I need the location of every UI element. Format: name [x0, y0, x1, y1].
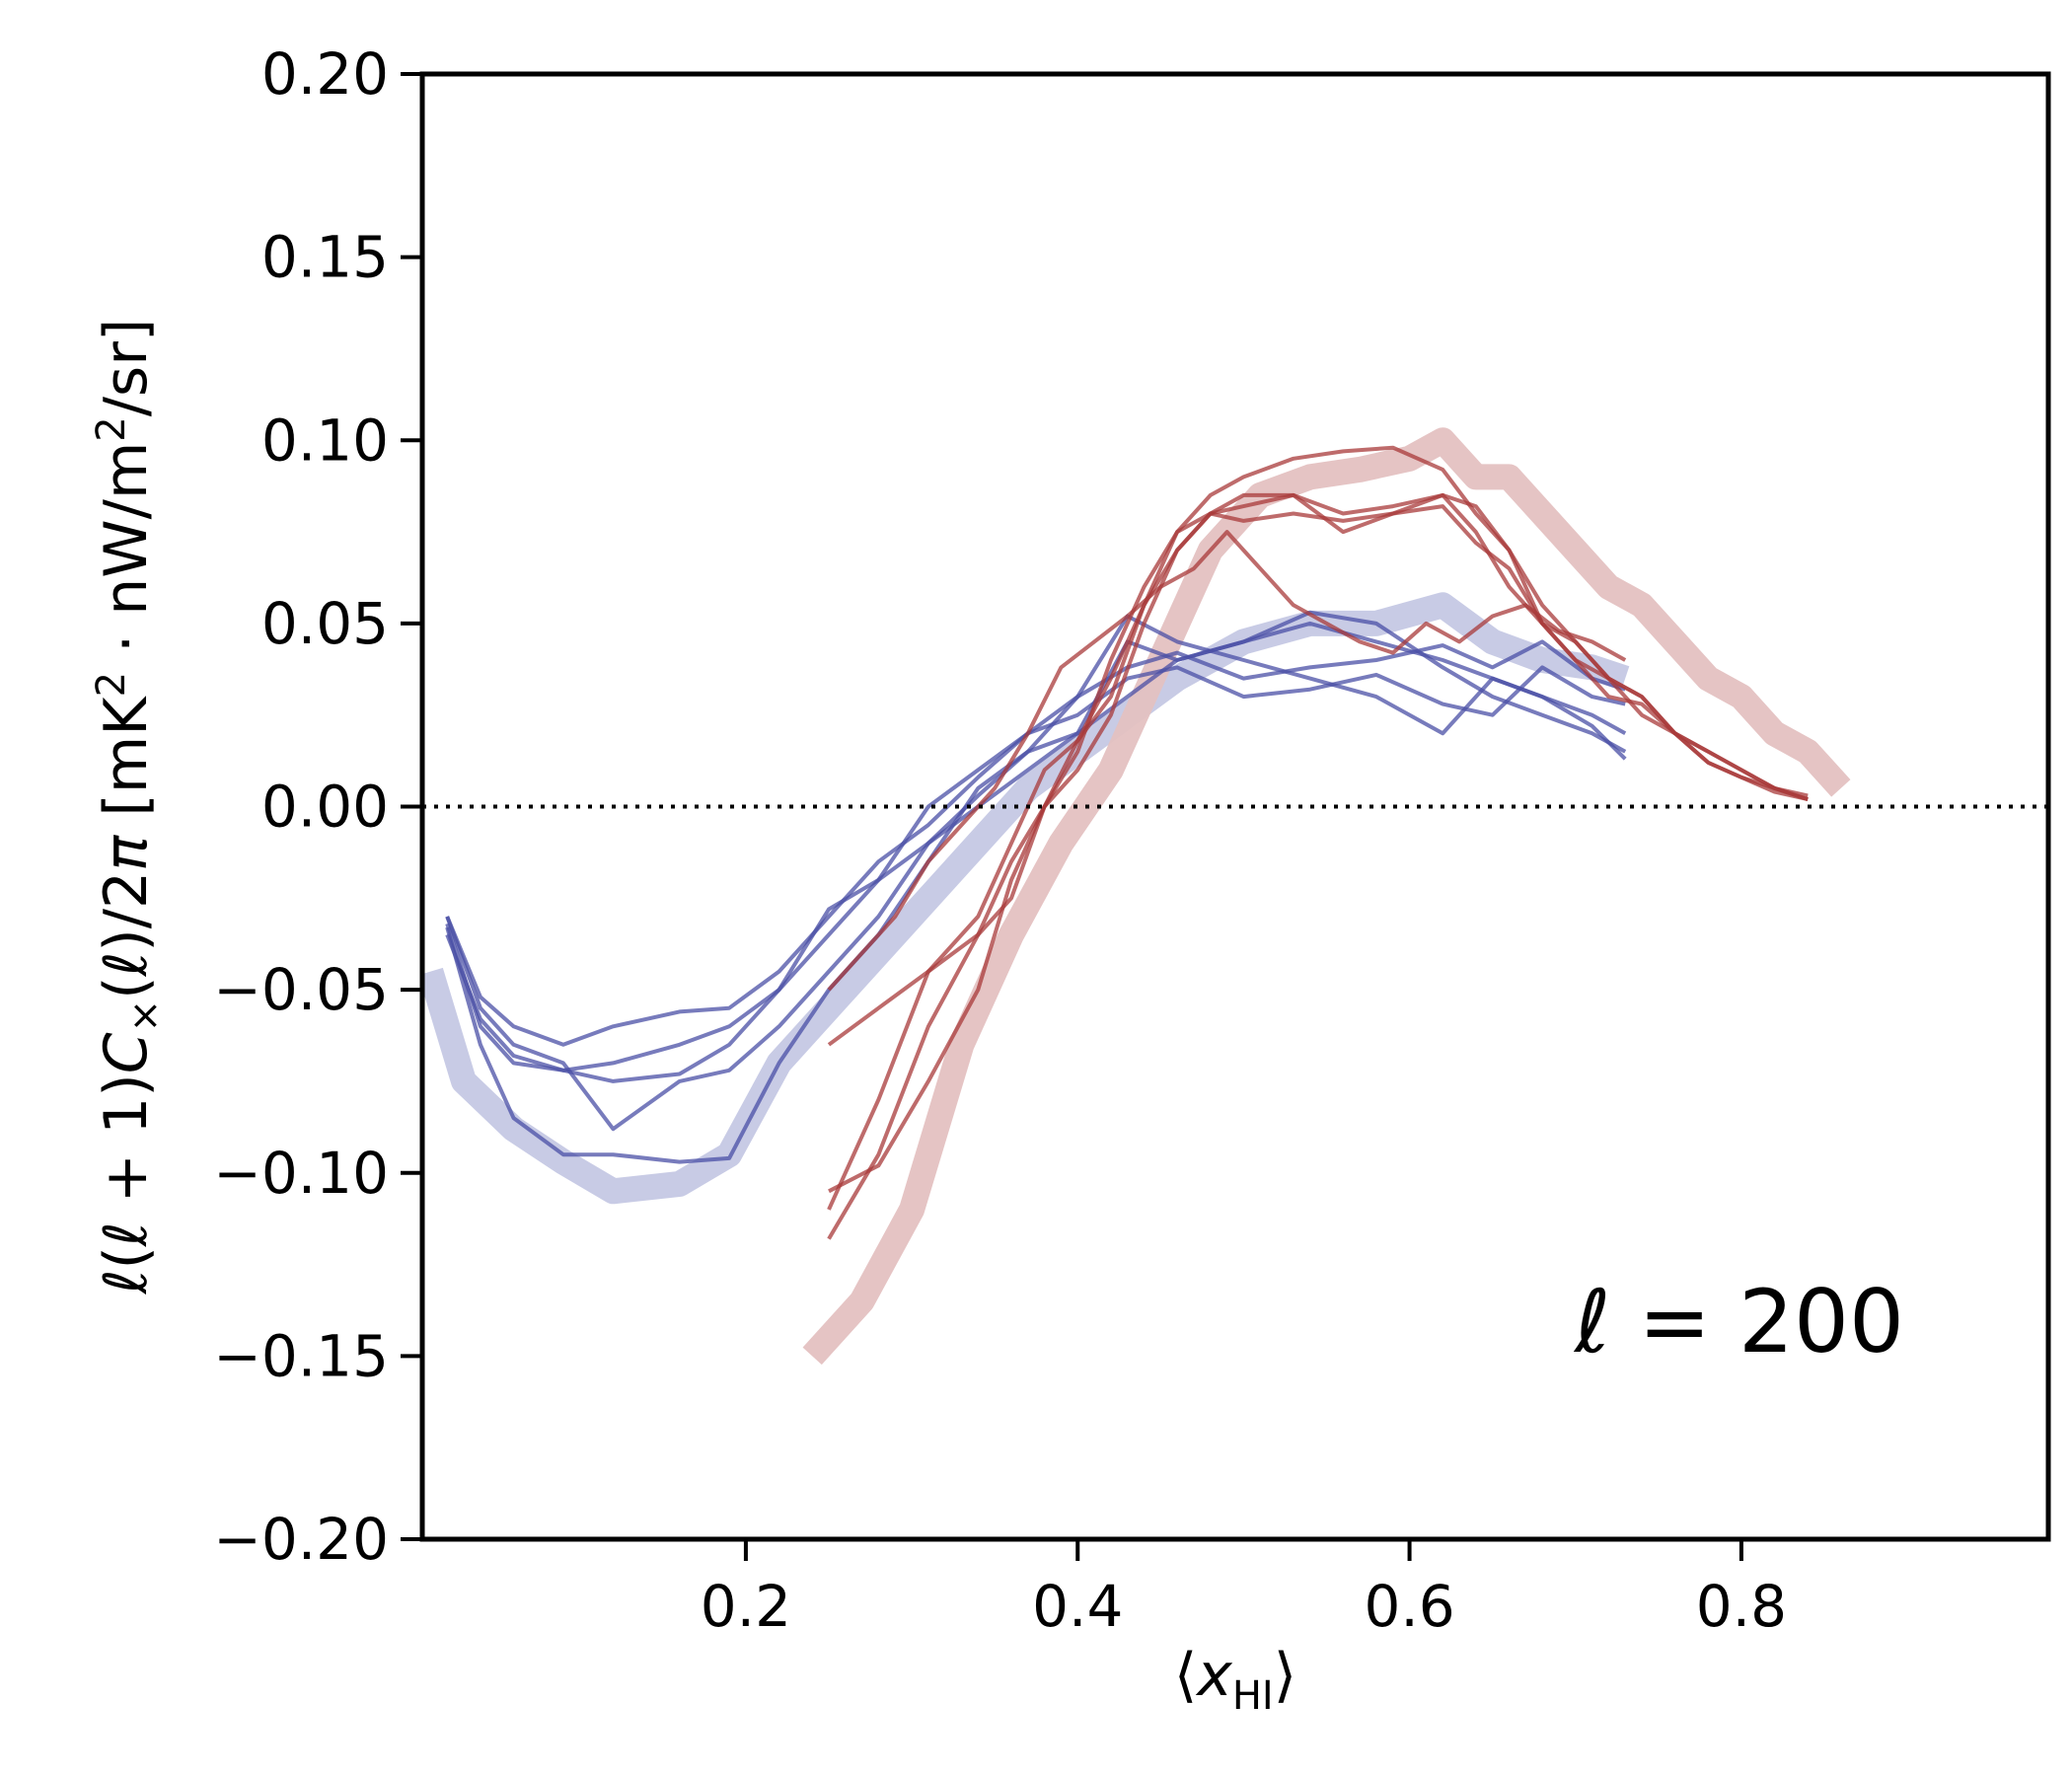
series-line-blue-1 — [445, 621, 1627, 1164]
ell-annotation: ℓ = 200 — [1573, 1271, 1904, 1372]
x-axis-ticks: 0.2 0.4 0.6 0.8 — [701, 1539, 1787, 1640]
y-tick-label: 0.00 — [261, 774, 389, 841]
series-line-blue-2 — [445, 610, 1627, 1132]
series-line-red-5 — [827, 530, 1627, 992]
y-tick-label: −0.05 — [213, 956, 389, 1023]
y-tick-label: 0.05 — [261, 590, 389, 657]
y-axis-label: ℓ(ℓ + 1)C×(ℓ)/2π [mK2 · nW/m2/sr] — [89, 319, 168, 1295]
series-line-blue-5 — [445, 665, 1626, 1073]
series-layer — [422, 427, 1851, 1366]
y-tick-label: 0.10 — [261, 407, 389, 474]
series-line-red-3 — [827, 492, 1809, 1211]
series-line-blue-fiducial — [422, 592, 1630, 1205]
series-line-blue-4 — [445, 639, 1626, 1047]
y-tick-label: −0.20 — [213, 1506, 389, 1573]
y-tick-label: −0.10 — [213, 1140, 389, 1207]
x-axis-label: ⟨xHI⟩ — [1174, 1641, 1296, 1719]
x-tick-label: 0.6 — [1364, 1573, 1454, 1640]
x-tick-label: 0.2 — [701, 1573, 791, 1640]
y-tick-label: −0.15 — [213, 1322, 389, 1389]
series-line-red-fiducial — [802, 427, 1851, 1366]
y-tick-label: 0.15 — [261, 224, 389, 291]
x-tick-label: 0.8 — [1696, 1573, 1787, 1640]
x-tick-label: 0.4 — [1032, 1573, 1123, 1640]
series-line-red-4 — [827, 504, 1809, 1047]
y-tick-label: 0.20 — [261, 40, 389, 108]
y-axis-ticks: 0.20 0.15 0.10 0.05 0.00 −0.05 −0.10 −0.15 −0.20 — [213, 40, 422, 1573]
